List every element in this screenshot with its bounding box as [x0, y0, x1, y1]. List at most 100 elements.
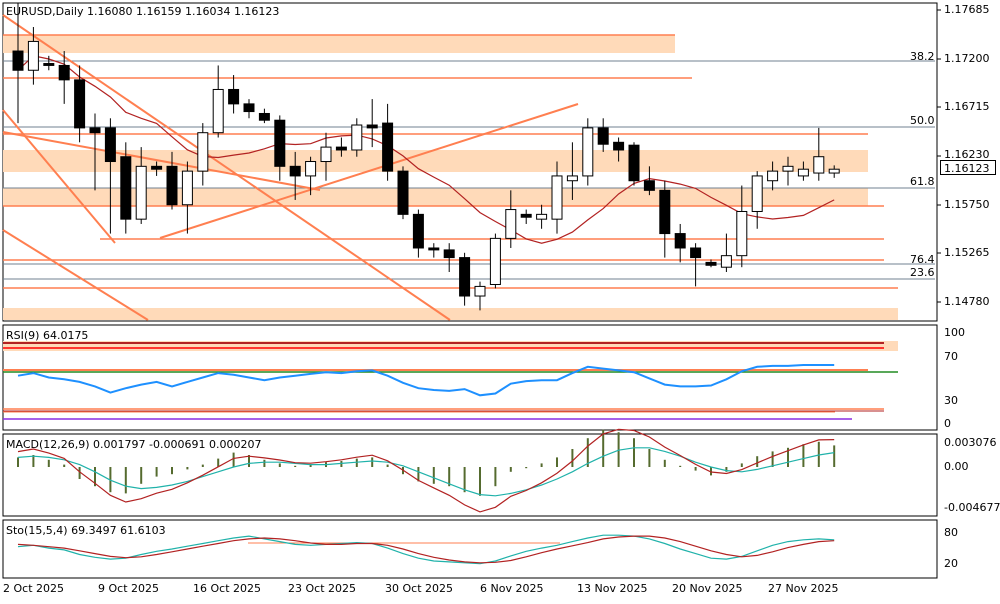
candle-body — [705, 261, 717, 266]
macd-panel-frame — [2, 433, 938, 517]
macd-tick: 0.00 — [944, 460, 969, 473]
candle-body — [212, 88, 224, 134]
trend-line-down — [2, 14, 451, 321]
candle — [27, 27, 39, 85]
candle-body — [58, 64, 70, 81]
candle — [782, 156, 794, 186]
candle-body — [151, 165, 163, 170]
candle-body — [720, 255, 732, 268]
candle-body — [505, 209, 517, 239]
stoch-series — [17, 534, 835, 565]
candle-body — [228, 88, 240, 105]
candle — [551, 161, 563, 234]
candle — [166, 151, 178, 210]
candle-body — [582, 127, 594, 177]
support-zone — [3, 188, 868, 206]
candle-body — [335, 146, 347, 151]
candle-body — [382, 122, 394, 172]
candle — [258, 108, 270, 124]
candle-body — [366, 124, 378, 129]
candle — [443, 243, 455, 273]
macd-tick: 0.003076 — [944, 436, 997, 449]
stoch-k-line — [17, 534, 835, 565]
date-tick: 30 Oct 2025 — [385, 582, 454, 595]
candle-body — [597, 127, 609, 145]
price-tick: 1.16230 — [944, 148, 990, 161]
rsi-tick: 100 — [944, 326, 965, 339]
macd-signal-line — [17, 447, 835, 497]
price-tick: 1.16715 — [944, 100, 990, 113]
candle — [58, 51, 70, 104]
candle — [674, 223, 686, 263]
candle-body — [489, 237, 501, 285]
candle-body — [767, 170, 779, 182]
candle-body — [551, 175, 563, 220]
price-tick: 1.14780 — [944, 295, 990, 308]
date-tick: 23 Oct 2025 — [288, 582, 357, 595]
candle-body — [536, 213, 548, 220]
candle — [151, 161, 163, 176]
candle — [505, 190, 517, 248]
candle — [520, 209, 532, 224]
macd-label: MACD(12,26,9) 0.001797 -0.000691 0.00020… — [6, 438, 262, 451]
macd-main-line — [17, 428, 835, 513]
pivot-zone — [3, 150, 868, 172]
moving-average — [17, 55, 835, 244]
rsi-tick: 70 — [944, 350, 958, 363]
candle-body — [412, 213, 424, 249]
candle — [459, 252, 471, 306]
chart-drawings — [2, 14, 935, 544]
candle-body — [690, 247, 702, 259]
date-tick: 13 Nov 2025 — [577, 582, 648, 595]
candle-body — [643, 180, 655, 191]
trend-line-down — [2, 229, 149, 321]
fib-label: 23.6 — [910, 266, 935, 279]
candle-body — [782, 165, 794, 172]
candle-body — [120, 156, 132, 220]
candle — [197, 123, 209, 186]
candles-layer — [12, 3, 840, 311]
candle — [104, 118, 116, 234]
candle — [597, 118, 609, 152]
candle — [428, 243, 440, 258]
price-axis-ticks — [937, 9, 941, 303]
symbol-label: EURUSD,Daily — [6, 5, 84, 18]
current-price-tag: 1.16123 — [940, 160, 996, 175]
candle — [566, 142, 578, 200]
ohlc-label: 1.16080 1.16159 1.16034 1.16123 — [86, 5, 280, 18]
candle-body — [520, 213, 532, 218]
fib-label: 61.8 — [910, 175, 935, 188]
candle-body — [397, 170, 409, 215]
candle-body — [566, 175, 578, 182]
ma-line — [17, 55, 835, 244]
rsi-panel-frame — [2, 324, 938, 431]
candle — [74, 65, 86, 143]
candle — [489, 233, 501, 289]
candle — [366, 99, 378, 148]
candle — [289, 151, 301, 200]
price-tick: 1.17685 — [944, 3, 990, 16]
candle — [351, 118, 363, 157]
candle — [767, 161, 779, 191]
candle — [397, 166, 409, 220]
fib-label: 50.0 — [910, 114, 935, 127]
candle-body — [628, 144, 640, 182]
candle — [335, 137, 347, 157]
candle-body — [828, 168, 840, 174]
candle-body — [813, 156, 825, 174]
candle — [320, 132, 332, 181]
candle-body — [428, 247, 440, 251]
candle — [12, 3, 24, 124]
candle — [720, 233, 732, 273]
candle-body — [443, 249, 455, 259]
price-tick: 1.15750 — [944, 198, 990, 211]
stoch-label: Sto(15,5,4) 69.3497 61.6103 — [6, 524, 166, 537]
rsi-tick: 0 — [944, 417, 951, 430]
candle-body — [166, 165, 178, 206]
date-tick: 2 Oct 2025 — [3, 582, 65, 595]
candle-body — [12, 50, 24, 71]
candle — [659, 180, 671, 258]
candle — [135, 147, 147, 224]
